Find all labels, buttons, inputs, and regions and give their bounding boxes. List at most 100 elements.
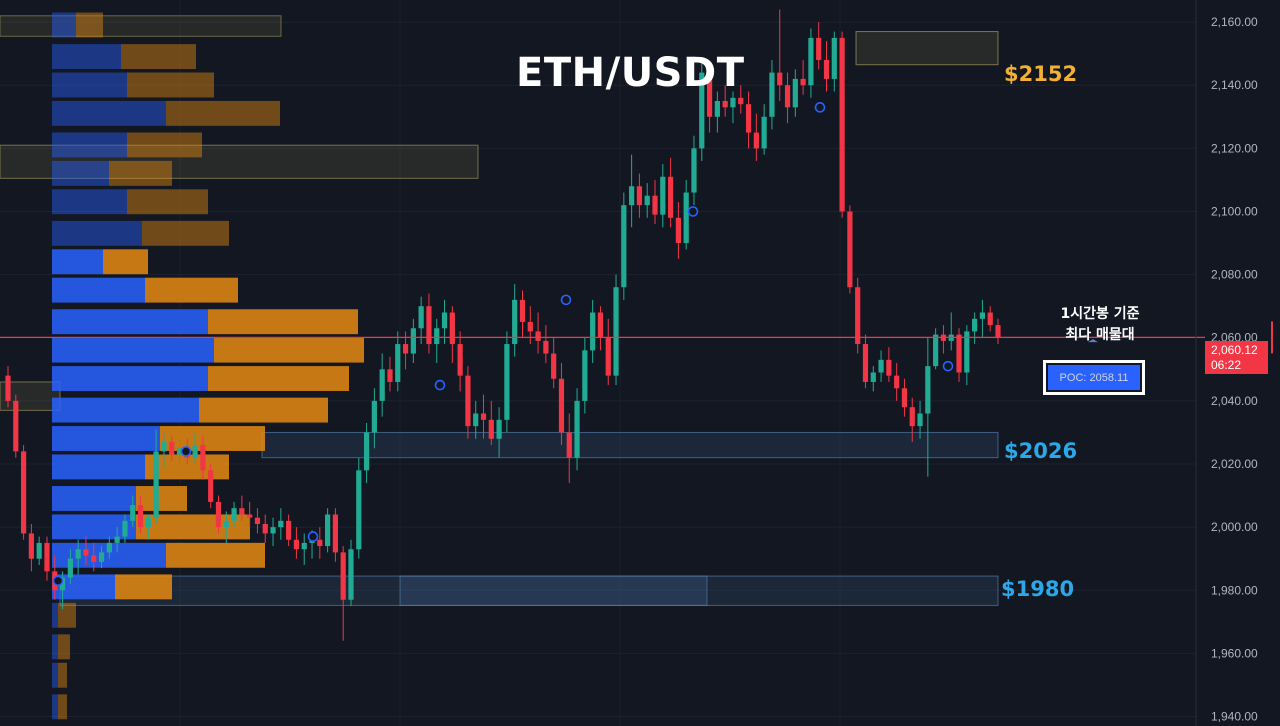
candle-body [215,501,222,528]
candle-body [535,331,541,341]
signal-marker [942,360,954,372]
candle-body [200,445,206,471]
candle [215,495,222,534]
candle [605,318,611,386]
candle [28,523,34,572]
candle [722,85,728,117]
candle [948,312,954,351]
candle [395,331,401,392]
candle [98,546,105,569]
volume-bar-buy [52,220,142,246]
price-tick-label: 2,000.00 [1211,520,1258,534]
candle [527,306,533,345]
candle [855,277,861,354]
candle [200,435,206,480]
candle [667,157,674,228]
candle [519,290,526,338]
candle-body [777,72,783,86]
candle-body [317,539,323,547]
volume-bar-sell [121,44,196,70]
candle [823,41,830,92]
volume-bar-sell [136,514,250,540]
volume-bar-sell [166,100,280,126]
candle-body [706,72,713,117]
candle [247,501,253,528]
price-tick-label: 1,960.00 [1211,646,1258,660]
candle [325,508,331,553]
candle [208,464,214,509]
candle [512,284,518,357]
price-tick-label: 1,980.00 [1211,583,1258,597]
candle [660,164,666,228]
candle-body [496,419,502,439]
volume-profile [52,12,364,720]
candle-body [278,520,284,528]
price-tick-label: 2,020.00 [1211,457,1258,471]
candle-body [28,533,34,559]
volume-bar-sell [58,602,76,628]
volume-bar-buy [52,189,127,215]
candle [371,388,377,449]
last-price-tag: 2,060.12 06:22 [1205,341,1268,374]
candle-body [792,78,798,108]
candle-body [979,312,986,319]
candle-body [808,37,814,86]
candle-body [254,517,261,524]
candle [675,202,681,259]
candle [972,312,978,345]
candle-body [582,350,588,401]
candle [356,457,362,559]
candle [956,328,962,382]
candle-body [247,514,253,518]
volume-bar-sell [208,309,358,335]
poc-box: POC: 2058.11 [1043,360,1145,395]
candle [652,179,658,225]
candle-body [800,78,806,86]
candle-body [894,375,900,389]
candle-body [683,192,689,244]
level-label-2152: $2152 [1004,62,1078,86]
candle-body [995,325,1001,338]
candle [730,91,736,124]
candle-body [130,505,136,521]
candle-body [566,432,572,458]
volume-bar-sell [58,634,70,660]
volume-bar-buy [52,249,103,275]
candle-body [714,101,720,117]
candle-body [488,419,494,439]
volume-bar-sell [109,160,172,186]
candle [917,400,923,439]
volume-bar-buy [52,160,109,186]
candle [574,388,580,471]
candle [964,325,970,386]
candle-body [67,558,73,578]
candle [20,445,27,540]
candle-body [551,353,557,379]
candle [870,366,876,392]
candle [363,422,370,483]
candle [473,400,479,439]
candle [636,173,643,218]
candle-body [574,400,580,458]
volume-bar-sell [199,397,328,423]
candle-body [169,441,175,455]
candle [59,571,66,610]
candle [106,536,112,559]
volume-bar-buy [52,694,58,720]
candle-body [519,299,526,322]
candle [114,527,120,553]
candle-body [753,132,759,149]
candle [761,104,767,155]
candle [504,331,510,433]
candle [145,514,151,540]
candle [582,337,588,414]
candle-body [823,59,830,79]
candle-body [36,542,42,559]
candle [161,432,167,468]
candle-body [5,375,11,401]
candle [901,378,908,417]
candle-body [192,445,198,458]
candle-body [348,549,354,600]
candle [410,318,416,363]
